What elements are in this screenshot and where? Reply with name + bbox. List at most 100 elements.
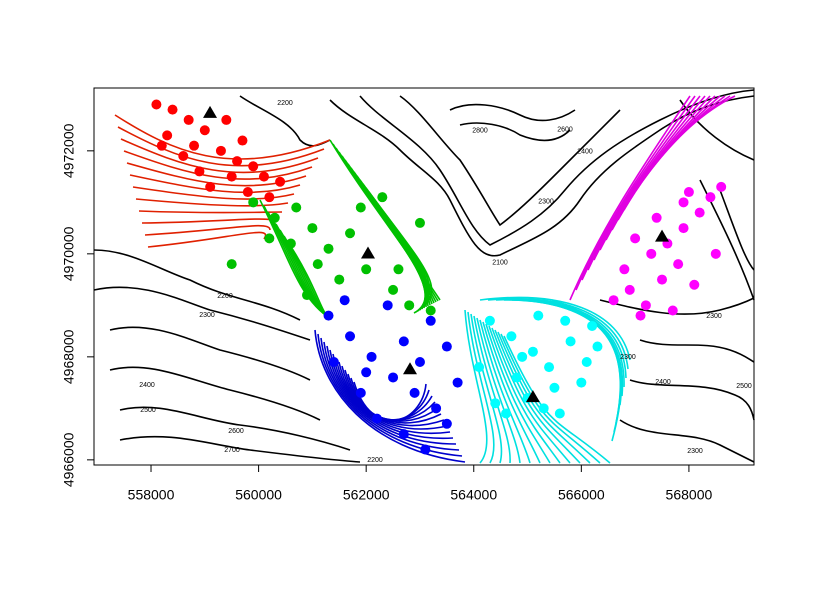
contour-label: 2300 xyxy=(199,312,215,319)
contour-label: 2100 xyxy=(492,259,508,266)
x-tick-label: 566000 xyxy=(558,487,605,503)
triangle-point xyxy=(403,362,418,375)
x-tick-label: 564000 xyxy=(450,487,497,503)
point xyxy=(226,259,237,270)
contour-line xyxy=(485,323,551,464)
point xyxy=(264,192,275,203)
point xyxy=(441,418,452,429)
contour-line xyxy=(500,333,601,464)
contour-label: 2500 xyxy=(736,383,752,390)
colored-contours xyxy=(114,95,736,464)
point xyxy=(355,387,366,398)
contour-label: 2700 xyxy=(224,447,240,454)
point xyxy=(716,181,727,192)
point xyxy=(345,331,356,342)
point xyxy=(323,243,334,254)
y-tick-label: 4972000 xyxy=(61,123,77,178)
point xyxy=(409,387,420,398)
point xyxy=(312,259,323,270)
point xyxy=(549,382,560,393)
point xyxy=(592,341,603,352)
contour-label: 2300 xyxy=(620,354,636,361)
point xyxy=(205,181,216,192)
contour-line xyxy=(117,126,325,167)
point xyxy=(226,171,237,182)
point xyxy=(388,284,399,295)
point xyxy=(178,150,189,161)
contour-label: 2400 xyxy=(655,379,671,386)
contour-line xyxy=(535,299,622,424)
contour-lines xyxy=(93,89,755,463)
contour-line xyxy=(317,333,463,457)
contour-label: 2400 xyxy=(577,149,593,156)
contour-line xyxy=(569,95,691,301)
point xyxy=(248,197,259,208)
point xyxy=(710,248,721,259)
point xyxy=(501,408,512,419)
point xyxy=(673,259,684,270)
point xyxy=(334,274,345,285)
point xyxy=(194,166,205,177)
point xyxy=(441,341,452,352)
point xyxy=(377,192,388,203)
x-tick-label: 562000 xyxy=(343,487,390,503)
point xyxy=(307,223,318,234)
point xyxy=(538,403,549,414)
point xyxy=(608,295,619,306)
contour-line xyxy=(479,296,631,361)
point xyxy=(431,403,442,414)
point xyxy=(404,300,415,311)
point xyxy=(527,346,538,357)
contour-label: 2600 xyxy=(228,428,244,435)
point xyxy=(393,264,404,275)
contour-line xyxy=(479,319,531,464)
contour-line xyxy=(476,317,521,464)
y-tick-label: 4966000 xyxy=(61,432,77,487)
contour-line xyxy=(147,231,267,248)
point xyxy=(355,202,366,213)
point xyxy=(258,171,269,182)
point xyxy=(361,264,372,275)
point xyxy=(474,362,485,373)
point xyxy=(151,99,162,110)
point xyxy=(646,248,657,259)
point xyxy=(705,192,716,203)
contour-line xyxy=(575,95,696,291)
contour-line xyxy=(551,299,622,442)
point xyxy=(302,290,313,301)
contour-line xyxy=(368,191,433,314)
point xyxy=(678,223,689,234)
point xyxy=(689,279,700,290)
contour-line xyxy=(503,335,611,464)
point xyxy=(678,197,689,208)
point xyxy=(189,140,200,151)
point xyxy=(560,315,571,326)
point xyxy=(619,264,630,275)
contour-line xyxy=(141,218,277,224)
point xyxy=(640,300,651,311)
point xyxy=(587,320,598,331)
contour-line xyxy=(129,174,301,194)
point xyxy=(291,202,302,213)
triangle-point xyxy=(361,246,376,259)
triangle-point xyxy=(655,229,670,242)
x-tick-label: 558000 xyxy=(128,487,175,503)
contour-line xyxy=(114,114,331,160)
point xyxy=(167,104,178,115)
y-tick-label: 4968000 xyxy=(61,329,77,384)
point xyxy=(398,336,409,347)
point xyxy=(285,238,296,249)
contour-label: 2300 xyxy=(538,199,554,206)
point xyxy=(576,377,587,388)
contour-line xyxy=(120,138,319,174)
point xyxy=(533,310,544,321)
triangle-point xyxy=(203,105,218,118)
contour-line xyxy=(587,95,706,271)
point xyxy=(156,140,167,151)
point xyxy=(371,413,382,424)
contour-line xyxy=(287,241,331,319)
contour-line xyxy=(329,349,451,434)
contour-line xyxy=(497,331,591,464)
x-tick-label: 560000 xyxy=(235,487,282,503)
